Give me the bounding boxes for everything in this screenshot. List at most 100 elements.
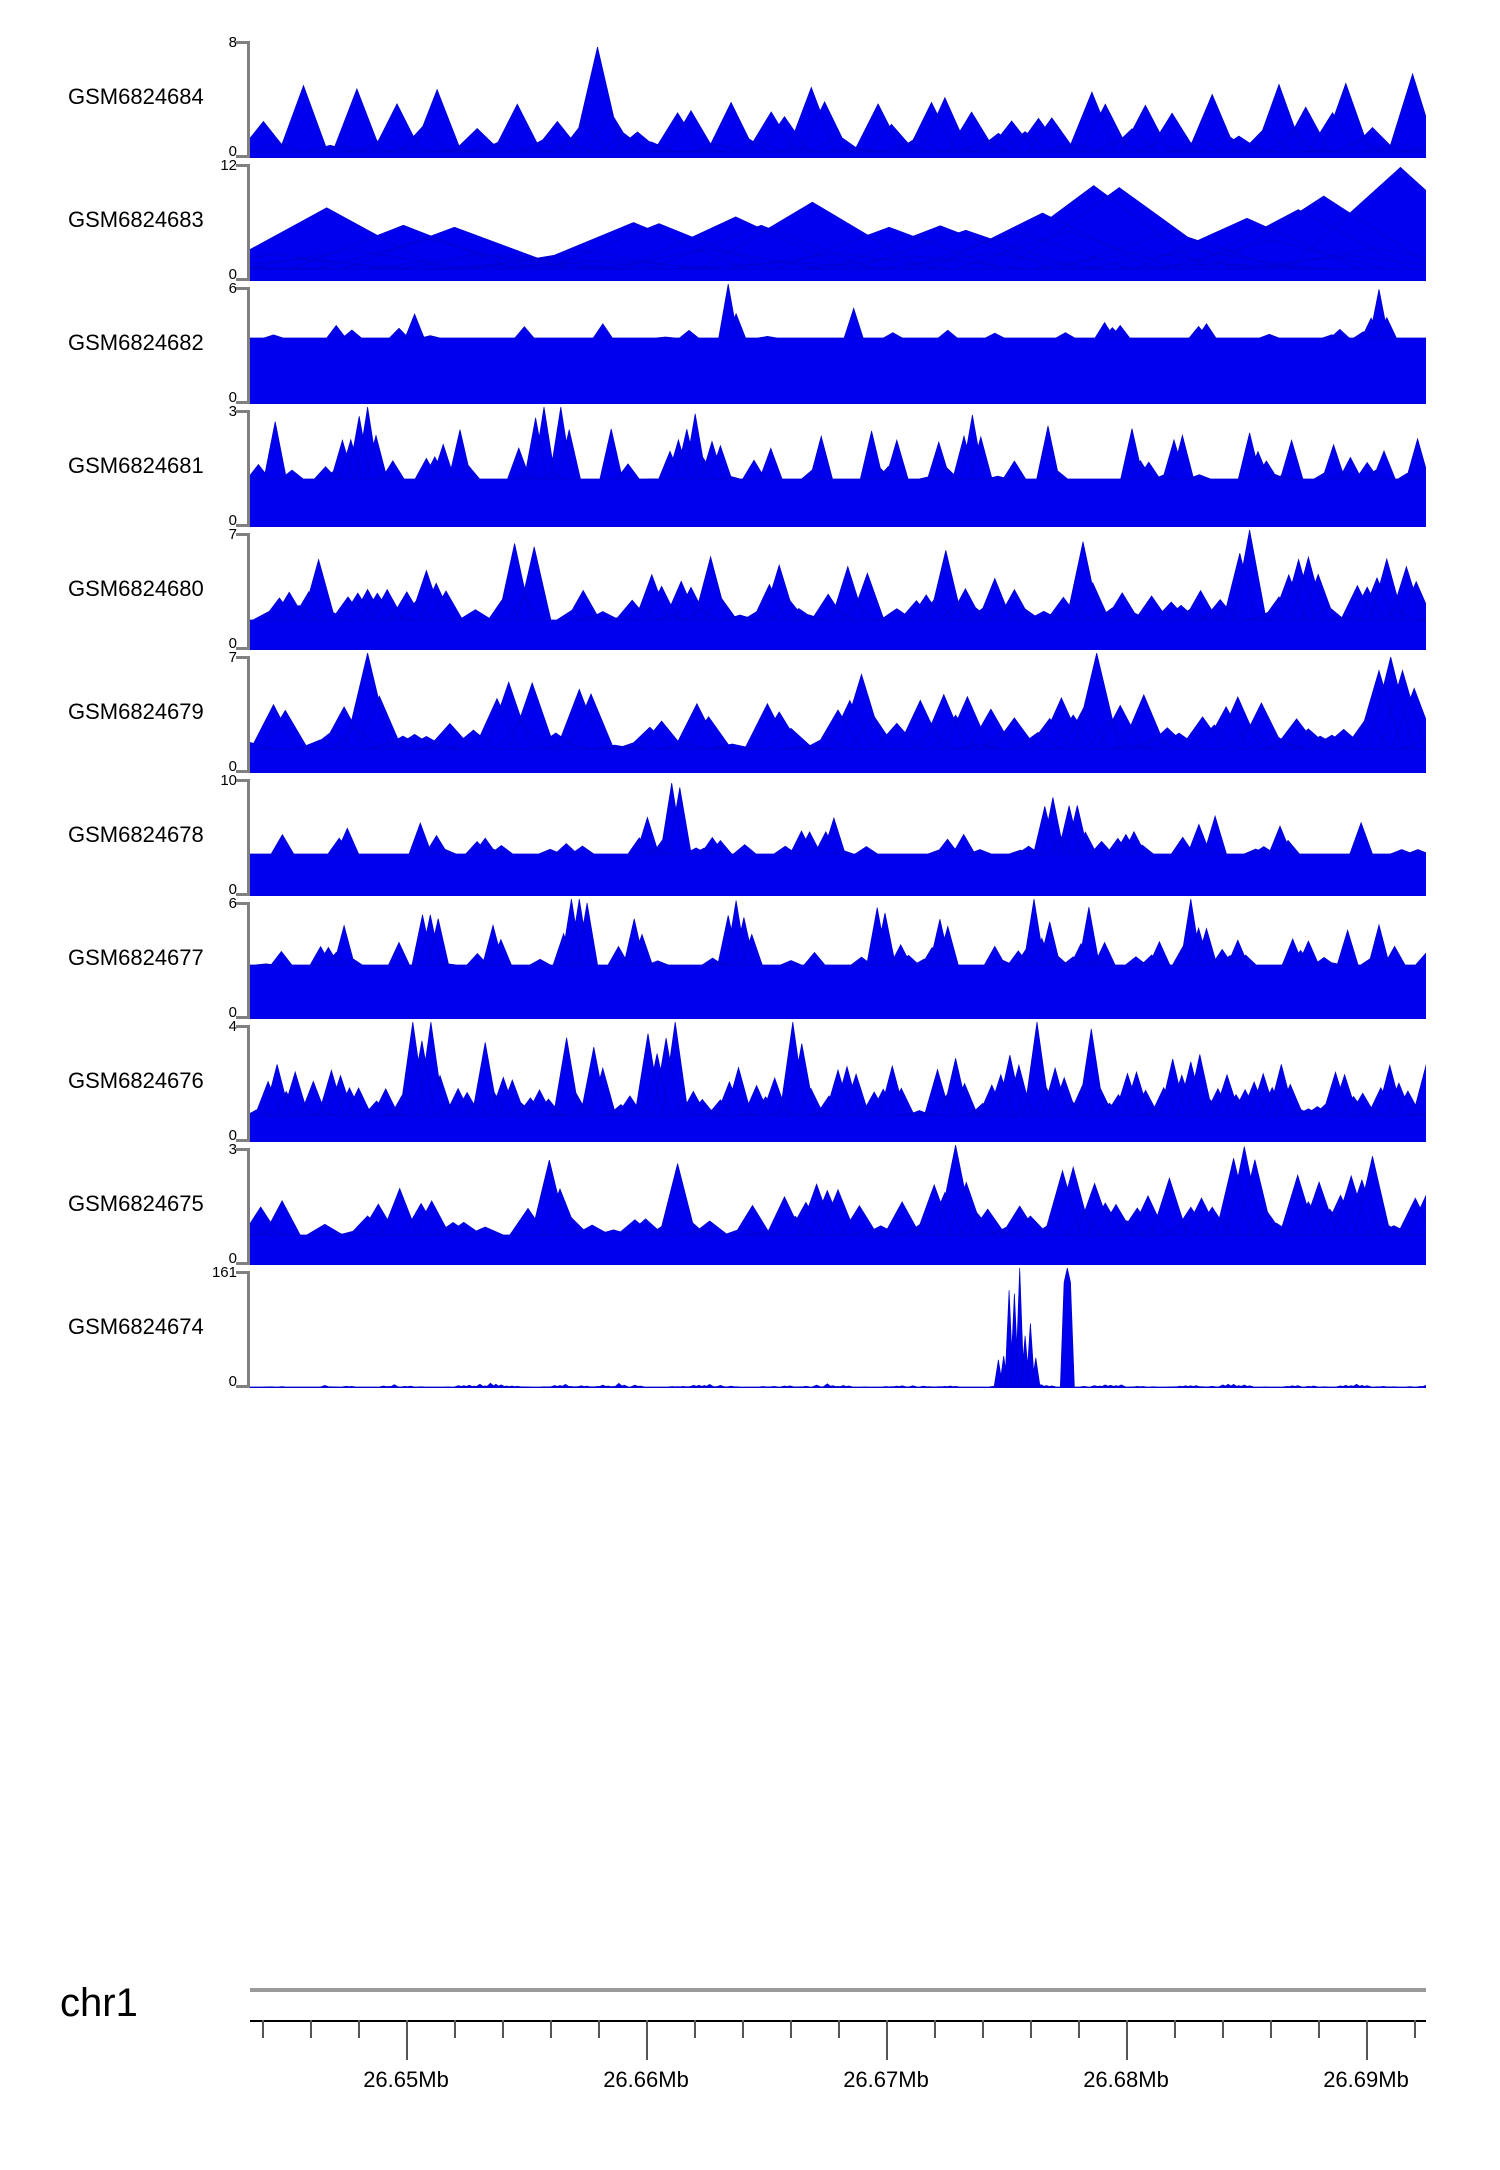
axis-minor-tick (502, 2020, 504, 2038)
axis-minor-tick (550, 2020, 552, 2038)
track-sample-label: GSM6824681 (68, 453, 204, 478)
track-sample-label: GSM6824682 (68, 330, 204, 355)
y-axis-min-label: 0 (228, 266, 237, 283)
axis-major-tick (1366, 2020, 1368, 2060)
y-axis-tick-min (236, 278, 248, 281)
y-axis-max-label: 6 (228, 280, 237, 297)
y-axis-min-label: 0 (228, 758, 237, 775)
y-axis-spine (247, 533, 250, 650)
coverage-track: GSM6824683 12 0 (0, 158, 1500, 283)
axis-tick-label: 26.65Mb (363, 2067, 449, 2092)
y-axis-tick-max (236, 41, 248, 44)
coverage-plot-area (250, 776, 1426, 896)
coverage-area-chart (250, 1268, 1426, 1388)
y-axis-spine (247, 410, 250, 527)
coverage-track: GSM6824680 7 0 (0, 526, 1500, 652)
coverage-area-path (250, 653, 1426, 773)
axis-tick-label: 26.66Mb (603, 2067, 689, 2092)
y-axis-tick-max (236, 1148, 248, 1151)
coverage-track: GSM6824679 7 0 (0, 649, 1500, 775)
y-axis-tick-min (236, 1016, 248, 1019)
coverage-plot-area (250, 899, 1426, 1019)
coverage-area-chart (250, 530, 1426, 650)
coverage-plot-area (250, 284, 1426, 404)
coverage-area-path (250, 899, 1426, 1019)
coverage-track: GSM6824676 4 0 (0, 1018, 1500, 1143)
coverage-area-chart (250, 1022, 1426, 1142)
y-axis-tick-min (236, 647, 248, 650)
track-sample-label: GSM6824683 (68, 207, 204, 232)
coverage-area-chart (250, 899, 1426, 1019)
y-axis-max-label: 3 (228, 1141, 237, 1158)
axis-minor-tick (598, 2020, 600, 2038)
axis-minor-tick (982, 2020, 984, 2038)
axis-major-tick (406, 2020, 408, 2060)
coverage-track: GSM6824684 8 0 (0, 35, 1500, 160)
y-axis-tick-min (236, 401, 248, 404)
y-axis-tick-max (236, 287, 248, 290)
coverage-area-chart (250, 653, 1426, 773)
coverage-area-path (250, 530, 1426, 650)
chromosome-label: chr1 (60, 1981, 138, 2025)
coverage-plot-area (250, 161, 1426, 281)
coverage-track: GSM6824681 3 0 (0, 404, 1500, 529)
coverage-plot-area (250, 38, 1426, 158)
coverage-track: GSM6824674 161 0 (0, 1264, 1500, 1390)
axis-minor-tick (1270, 2020, 1272, 2038)
y-axis-spine (247, 656, 250, 773)
y-axis-max-label: 7 (228, 526, 237, 543)
axis-minor-tick (358, 2020, 360, 2038)
coverage-plot-area (250, 653, 1426, 773)
coverage-area-chart (250, 783, 1426, 896)
y-axis-tick-max (236, 164, 248, 167)
axis-tick-label: 26.67Mb (843, 2067, 929, 2092)
coverage-spike-path (1059, 1268, 1075, 1388)
axis-minor-tick (742, 2020, 744, 2038)
y-axis-max-label: 161 (211, 1264, 237, 1281)
axis-minor-tick (790, 2020, 792, 2038)
coverage-area-path (250, 783, 1426, 896)
axis-minor-tick (694, 2020, 696, 2038)
coverage-track: GSM6824677 6 0 (0, 896, 1500, 1020)
coverage-plot-area (250, 407, 1426, 527)
track-sample-label: GSM6824679 (68, 699, 204, 724)
y-axis-min-label: 0 (228, 881, 237, 898)
y-axis-spine (247, 1271, 250, 1388)
track-sample-label: GSM6824674 (68, 1314, 204, 1339)
axis-major-tick (1126, 2020, 1128, 2060)
coverage-area-chart (250, 407, 1426, 527)
axis-minor-tick (310, 2020, 312, 2038)
coverage-area-chart (250, 1145, 1426, 1265)
axis-minor-tick (838, 2020, 840, 2038)
axis-minor-tick (1030, 2020, 1032, 2038)
track-sample-label: GSM6824678 (68, 822, 204, 847)
coverage-area-chart (250, 284, 1426, 404)
y-axis-tick-min (236, 770, 248, 773)
axis-minor-tick (934, 2020, 936, 2038)
y-axis-spine (247, 779, 250, 896)
y-axis-tick-max (236, 1271, 248, 1274)
y-axis-spine (247, 1025, 250, 1142)
y-axis-min-label: 0 (228, 1373, 237, 1390)
axis-tick-label: 26.68Mb (1083, 2067, 1169, 2092)
y-axis-min-label: 0 (228, 389, 237, 406)
y-axis-tick-max (236, 533, 248, 536)
coverage-plot-area (250, 1145, 1426, 1265)
y-axis-max-label: 7 (228, 649, 237, 666)
y-axis-spine (247, 164, 250, 281)
track-sample-label: GSM6824677 (68, 945, 204, 970)
y-axis-min-label: 0 (228, 635, 237, 652)
coverage-area-path (250, 1268, 1426, 1388)
y-axis-tick-min (236, 1139, 248, 1142)
track-sample-label: GSM6824684 (68, 84, 204, 109)
axis-minor-tick (1222, 2020, 1224, 2038)
y-axis-tick-max (236, 1025, 248, 1028)
y-axis-min-label: 0 (228, 512, 237, 529)
ideogram-bar (250, 1988, 1426, 1992)
coverage-track: GSM6824682 6 0 (0, 280, 1500, 406)
track-sample-label: GSM6824675 (68, 1191, 204, 1216)
y-axis-max-label: 4 (228, 1018, 237, 1035)
y-axis-min-label: 0 (228, 143, 237, 160)
y-axis-tick-min (236, 155, 248, 158)
